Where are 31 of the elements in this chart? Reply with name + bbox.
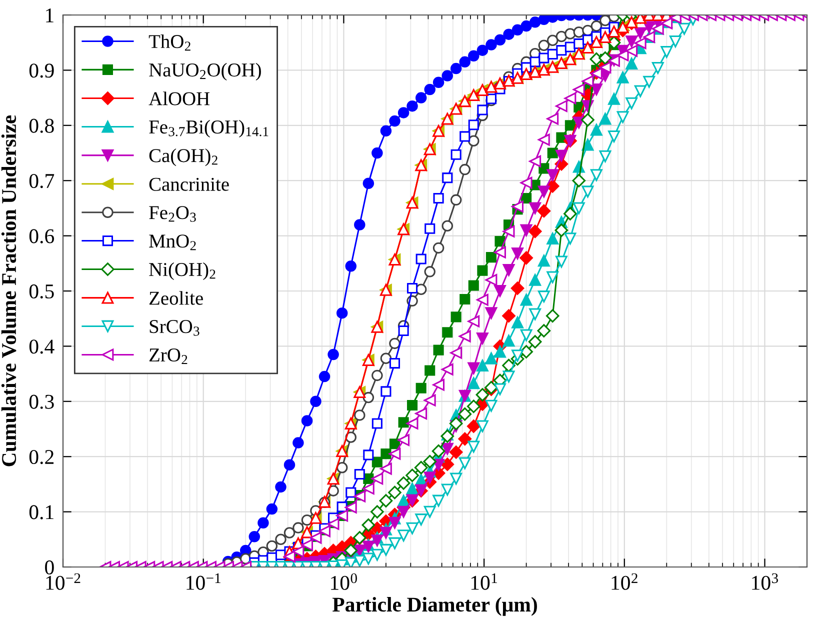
legend-label: Ca(OH)$_{2}$ (149, 148, 218, 166)
legend-label: ZrO$_{2}$ (149, 348, 188, 364)
legend-label: SrCO$_{3}$ (150, 320, 200, 336)
x-axis-title: Particle Diameter (μm) (332, 597, 537, 616)
y-tick-label: 0.2 (29, 450, 54, 464)
y-tick-label: 0.1 (29, 505, 54, 520)
y-tick-label: 0.3 (29, 394, 54, 409)
x-tick-label: 10$^{−2}$ (46, 573, 80, 590)
legend-label: Ni(OH)$_{2}$ (149, 262, 216, 280)
x-tick-label: 10$^{2}$ (612, 573, 638, 590)
y-tick-label: 1 (46, 8, 54, 22)
legend-label: AlOOH (148, 92, 210, 106)
x-tick-label: 10$^{1}$ (471, 573, 497, 590)
legend-label: Fe$_{3.7}$Bi(OH)$_{14.1}$ (149, 120, 268, 138)
y-tick-label: 0.4 (29, 340, 54, 354)
legend-label: MnO$_{2}$ (149, 234, 196, 250)
legend-label: Zeolite (149, 291, 203, 305)
x-tick-label: 10$^{3}$ (752, 573, 778, 590)
legend-label: NaUO$_{2}$O(OH) (149, 62, 261, 81)
y-axis-title: Cumulative Volume Fraction Undersize (1, 115, 16, 466)
y-tick-label: 0 (45, 560, 54, 574)
legend-label: Fe$_{2}$O$_{3}$ (149, 206, 196, 222)
y-tick-label: 0.7 (29, 174, 54, 188)
legend-label: ThO$_{2}$ (148, 34, 190, 51)
legend-label: Cancrinite (149, 178, 229, 191)
x-tick-label: 10$^{0}$ (331, 573, 357, 590)
y-tick-label: 0.5 (29, 284, 54, 299)
x-tick-label: 10$^{−1}$ (186, 573, 220, 590)
y-tick-label: 0.6 (29, 229, 54, 244)
y-tick-label: 0.9 (29, 64, 54, 78)
y-tick-label: 0.8 (29, 118, 54, 133)
